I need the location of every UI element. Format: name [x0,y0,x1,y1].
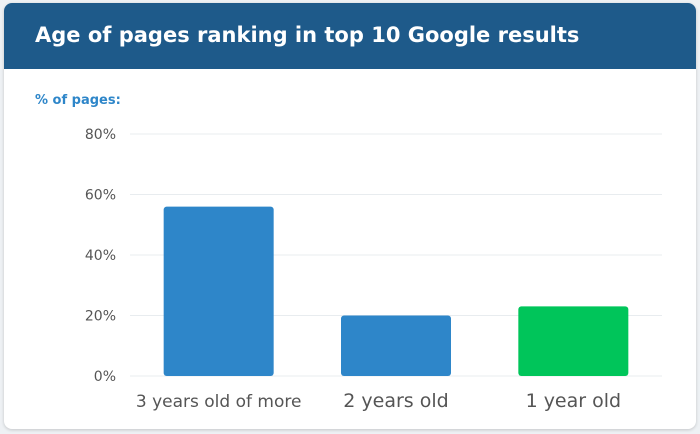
x-tick-label: 2 years old [343,390,448,412]
bar-3 [518,306,629,376]
chart-header: Age of pages ranking in top 10 Google re… [4,3,696,69]
y-axis-label: % of pages: [35,93,121,108]
bar-2 [341,315,451,376]
chart-card: Age of pages ranking in top 10 Google re… [4,3,696,429]
x-tick-label: 3 years old of more [136,392,302,412]
bar-1 [163,206,274,376]
chart-title: Age of pages ranking in top 10 Google re… [35,23,580,47]
y-tick-label: 40% [85,248,116,264]
y-tick-label: 20% [85,309,116,325]
y-tick-label: 60% [85,188,116,204]
bar-chart: 0% 20% 40% 60% 80% 3 years old of more 2 years… [85,127,662,412]
y-tick-label: 80% [85,127,116,143]
y-tick-label: 0% [94,369,116,385]
x-tick-label: 1 year old [526,390,622,412]
